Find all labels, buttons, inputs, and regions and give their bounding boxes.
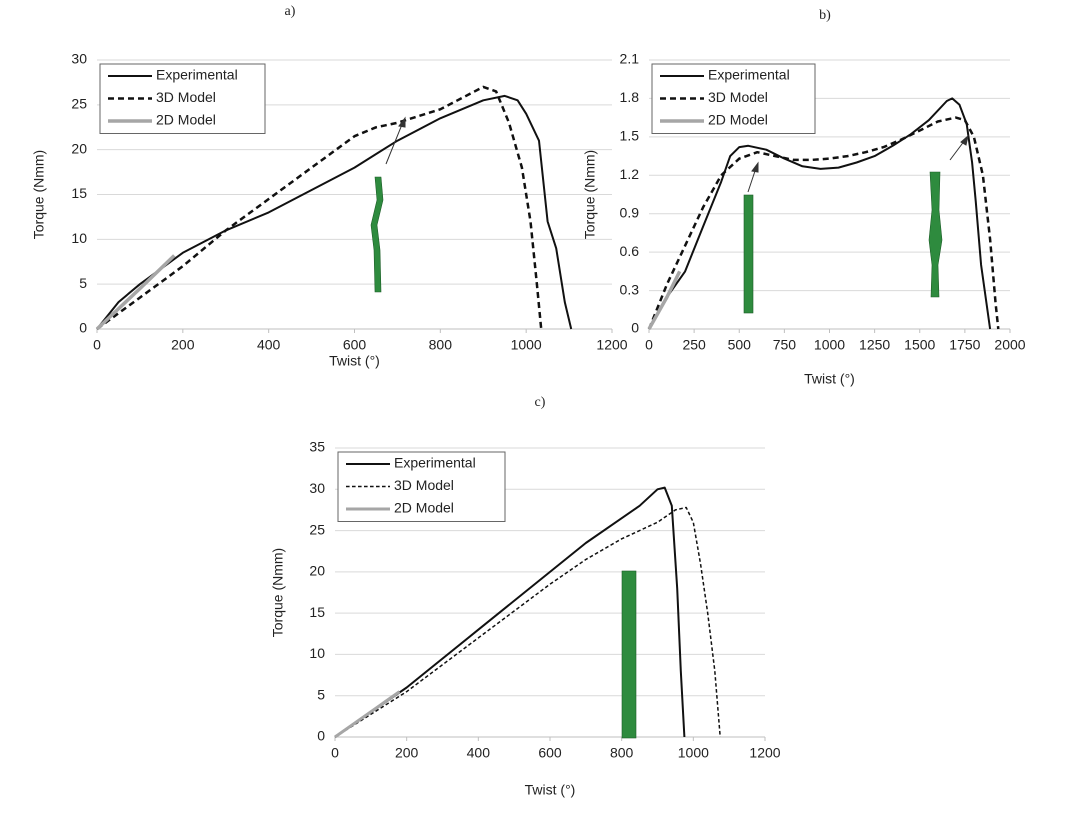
specimen <box>621 570 637 739</box>
y-tick-label: 30 <box>71 51 87 67</box>
arrow-head <box>960 134 969 146</box>
legend-label: 2D Model <box>394 500 454 516</box>
series-line <box>334 690 401 739</box>
series-line <box>96 94 573 330</box>
arrows <box>385 116 969 193</box>
y-tick-label: 0 <box>79 320 87 336</box>
x-tick-label: 1200 <box>749 745 780 761</box>
y-tick-label: 1.2 <box>620 166 640 182</box>
x-tick-label: 1750 <box>949 337 980 353</box>
y-axis-label: Torque (Nmm) <box>31 150 47 239</box>
x-axis-label: Twist (°) <box>804 371 855 387</box>
y-tick-label: 10 <box>309 645 325 661</box>
x-tick-label: 0 <box>645 337 653 353</box>
x-tick-label: 600 <box>343 337 367 353</box>
y-tick-label: 30 <box>309 480 325 496</box>
legend-label: 3D Model <box>156 89 216 105</box>
series-line <box>96 85 543 331</box>
chart-title: a) <box>285 4 296 19</box>
series-line <box>334 486 686 738</box>
legend-label: 2D Model <box>708 112 768 128</box>
y-tick-label: 5 <box>79 275 87 291</box>
series-line <box>647 270 682 330</box>
x-tick-label: 500 <box>728 337 752 353</box>
x-tick-label: 250 <box>682 337 706 353</box>
x-tick-label: 0 <box>331 745 339 761</box>
legend-label: Experimental <box>156 67 238 83</box>
x-tick-label: 800 <box>429 337 453 353</box>
y-tick-label: 0 <box>631 320 639 336</box>
x-tick-label: 750 <box>773 337 797 353</box>
y-tick-label: 1.5 <box>620 128 640 144</box>
specimen <box>928 171 943 298</box>
y-tick-label: 2.1 <box>620 51 640 67</box>
y-tick-label: 20 <box>71 140 87 156</box>
chart: c) Torque (Nmm) Twist (°) 0 5 10 15 20 25 30 35 0 20… <box>270 395 781 797</box>
legend-label: Experimental <box>394 455 476 471</box>
y-tick-label: 0 <box>317 728 325 744</box>
x-tick-label: 200 <box>395 745 419 761</box>
y-tick-label: 20 <box>309 563 325 579</box>
chart-title: c) <box>535 395 546 410</box>
series-line <box>334 506 721 738</box>
arrow-head <box>398 116 406 128</box>
chart-title: b) <box>819 8 831 23</box>
y-tick-label: 0.6 <box>620 243 640 259</box>
legend-label: 3D Model <box>394 477 454 493</box>
series-line <box>95 254 176 331</box>
x-tick-label: 2000 <box>994 337 1025 353</box>
specimen <box>743 194 754 314</box>
y-axis-label: Torque (Nmm) <box>270 548 286 637</box>
x-tick-label: 600 <box>538 745 562 761</box>
x-tick-label: 0 <box>93 337 101 353</box>
x-tick-label: 400 <box>467 745 491 761</box>
x-tick-label: 1500 <box>904 337 935 353</box>
x-tick-label: 800 <box>610 745 634 761</box>
legend-label: 2D Model <box>156 112 216 128</box>
y-tick-label: 25 <box>309 521 325 537</box>
x-tick-label: 1000 <box>511 337 542 353</box>
legend-label: 3D Model <box>708 89 768 105</box>
legend-label: Experimental <box>708 67 790 83</box>
chart: b)Torque (Nmm)Twist (°)00.30.60.91.21.51… <box>582 8 1026 386</box>
y-tick-label: 0.3 <box>620 281 640 297</box>
chart: a) Torque (Nmm) Twist (°) 0 5 10 15 20 25 30 0 200 4… <box>31 4 628 368</box>
y-tick-label: 15 <box>309 604 325 620</box>
x-tick-label: 1250 <box>859 337 890 353</box>
x-axis-label: Twist (°) <box>329 353 380 369</box>
y-tick-label: 35 <box>309 439 325 455</box>
specimen <box>370 176 384 293</box>
specimen-illustrations <box>370 171 943 739</box>
x-tick-label: 1000 <box>814 337 845 353</box>
x-tick-label: 400 <box>257 337 281 353</box>
x-tick-label: 1000 <box>678 745 709 761</box>
series-line <box>647 116 1000 330</box>
y-tick-label: 15 <box>71 185 87 201</box>
arrow-head <box>751 161 759 173</box>
arrow <box>747 167 757 193</box>
x-tick-label: 1200 <box>596 337 627 353</box>
arrow <box>385 121 404 165</box>
y-tick-label: 1.8 <box>620 89 640 105</box>
x-axis-label: Twist (°) <box>525 782 576 798</box>
x-tick-label: 200 <box>171 337 195 353</box>
y-tick-label: 25 <box>71 96 87 112</box>
y-tick-label: 10 <box>71 230 87 246</box>
y-tick-label: 0.9 <box>620 204 640 220</box>
y-tick-label: 5 <box>317 686 325 702</box>
